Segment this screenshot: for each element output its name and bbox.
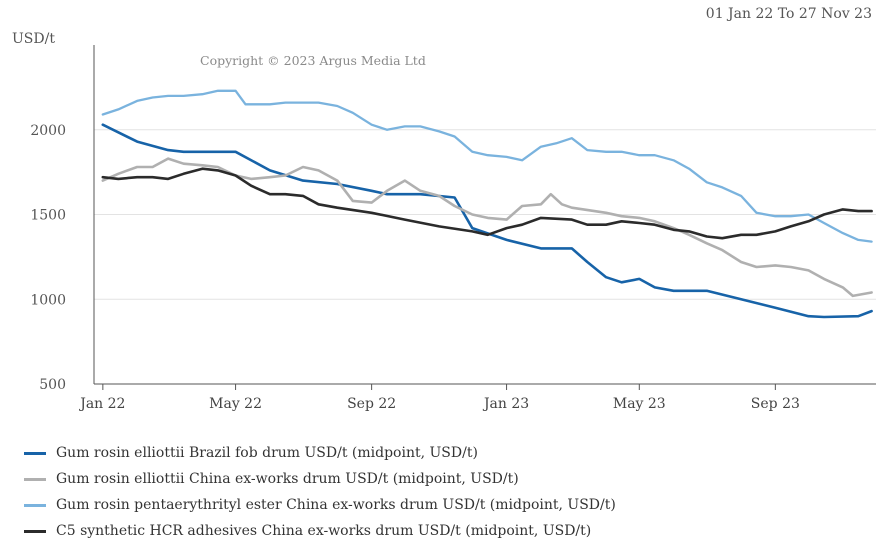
y-tick-label-1500: 1500 <box>30 208 66 224</box>
chart-legend: Gum rosin elliottii Brazil fob drum USD/… <box>24 440 616 544</box>
date-range-label: 01 Jan 22 To 27 Nov 23 <box>705 6 872 22</box>
series-line-ester <box>101 89 873 243</box>
y-tick-label-500: 500 <box>39 377 66 393</box>
y-tick-label-1000: 1000 <box>30 292 66 308</box>
x-tick-label-jan-23: Jan 23 <box>482 396 529 412</box>
series-line-china-rosin <box>101 157 873 298</box>
y-tick-label-2000: 2000 <box>30 123 66 139</box>
series-line-c5 <box>101 167 873 240</box>
legend-swatch-brazil <box>24 451 46 455</box>
x-tick-label-may-23: May 23 <box>613 396 666 412</box>
y-axis-label: USD/t <box>12 31 55 47</box>
legend-swatch-ester <box>24 503 46 507</box>
x-tick-label-may-22: May 22 <box>209 396 262 412</box>
legend-label-ester: Gum rosin pentaerythrityl ester China ex… <box>56 497 616 513</box>
legend-label-c5: C5 synthetic HCR adhesives China ex-work… <box>56 523 592 539</box>
legend-item-brazil[interactable]: Gum rosin elliottii Brazil fob drum USD/… <box>24 440 616 466</box>
legend-item-c5[interactable]: C5 synthetic HCR adhesives China ex-work… <box>24 518 616 544</box>
x-tick-label-sep-22: Sep 22 <box>347 396 396 412</box>
x-tick-label-jan-22: Jan 22 <box>78 396 125 412</box>
legend-swatch-china-rosin <box>24 477 46 481</box>
legend-swatch-c5 <box>24 529 46 533</box>
legend-item-ester[interactable]: Gum rosin pentaerythrityl ester China ex… <box>24 492 616 518</box>
x-tick-label-sep-23: Sep 23 <box>751 396 800 412</box>
series-line-brazil <box>101 123 873 319</box>
legend-label-brazil: Gum rosin elliottii Brazil fob drum USD/… <box>56 445 478 461</box>
legend-label-china-rosin: Gum rosin elliottii China ex-works drum … <box>56 471 519 487</box>
legend-item-china-rosin[interactable]: Gum rosin elliottii China ex-works drum … <box>24 466 616 492</box>
copyright-watermark: Copyright © 2023 Argus Media Ltd <box>200 53 426 68</box>
